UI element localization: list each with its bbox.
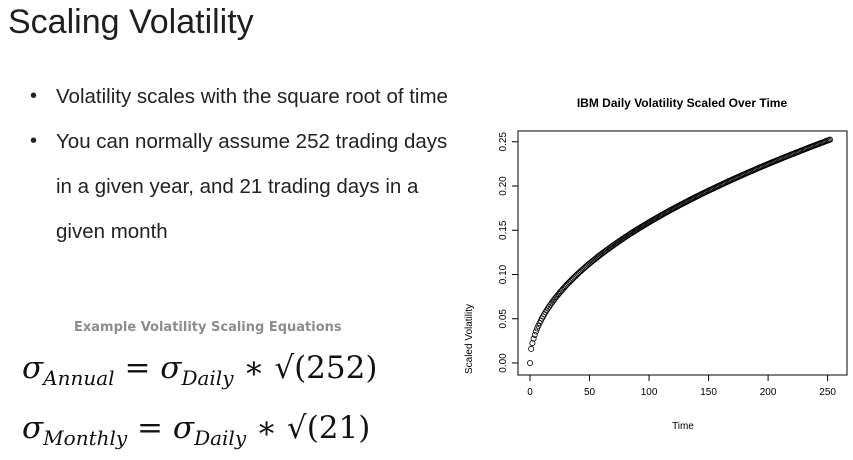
data-points [527,136,833,366]
x-tick-label: 150 [700,387,717,398]
equations-caption: Example Volatility Scaling Equations [74,320,342,335]
x-axis: 0 50 100 150 200 250 [527,375,836,398]
data-point [529,340,536,347]
data-point [532,328,539,335]
multiply-operator: ∗ [255,410,278,446]
x-tick-label: 250 [819,387,836,398]
equation-argument: (252) [294,350,378,386]
bullet-item: You can normally assume 252 trading days… [30,119,460,254]
subscript-monthly: Monthly [43,426,128,450]
bullet-item: Volatility scales with the square root o… [30,74,460,119]
y-axis: 0.00 0.05 0.10 0.15 0.20 0.25 [498,132,518,373]
slide-title: Scaling Volatility [8,3,254,41]
square-root-icon: √ [286,410,307,446]
equals-sign: = [124,350,151,386]
y-tick-label: 0.25 [498,132,509,152]
equals-sign: = [137,410,164,446]
volatility-chart: IBM Daily Volatility Scaled Over Time Sc… [456,86,848,440]
sigma-symbol: σ [22,350,44,386]
sigma-symbol: σ [160,350,182,386]
sigma-symbol: σ [22,410,44,446]
chart-title: IBM Daily Volatility Scaled Over Time [577,96,788,110]
annual-volatility-equation: σAnnual = σDaily ∗ √(252) [22,350,377,390]
subscript-annual: Annual [43,366,115,390]
data-point [527,359,534,366]
subscript-daily: Daily [181,366,234,390]
equation-argument: (21) [306,410,371,446]
y-tick-label: 0.05 [498,309,509,329]
x-tick-label: 50 [584,387,596,398]
y-tick-label: 0.10 [498,264,509,284]
subscript-daily: Daily [194,426,247,450]
y-tick-label: 0.20 [498,176,509,196]
sigma-symbol: σ [172,410,195,446]
y-tick-label: 0.00 [498,353,509,373]
data-point [528,345,535,352]
data-point [826,136,833,143]
plot-frame [517,130,848,376]
x-tick-label: 200 [760,387,777,398]
x-tick-label: 0 [527,387,533,398]
y-tick-label: 0.15 [498,220,509,240]
y-axis-label: Scaled Volatility [464,304,475,374]
data-point [531,331,538,338]
monthly-volatility-equation: σMonthly = σDaily ∗ √(21) [22,410,370,450]
data-point [534,325,541,332]
square-root-icon: √ [274,350,295,386]
x-axis-label: Time [672,421,694,432]
bullet-list: Volatility scales with the square root o… [30,74,460,254]
multiply-operator: ∗ [243,350,265,386]
data-point [530,335,537,342]
chart-svg: IBM Daily Volatility Scaled Over Time Sc… [464,96,848,432]
x-tick-label: 100 [641,387,658,398]
